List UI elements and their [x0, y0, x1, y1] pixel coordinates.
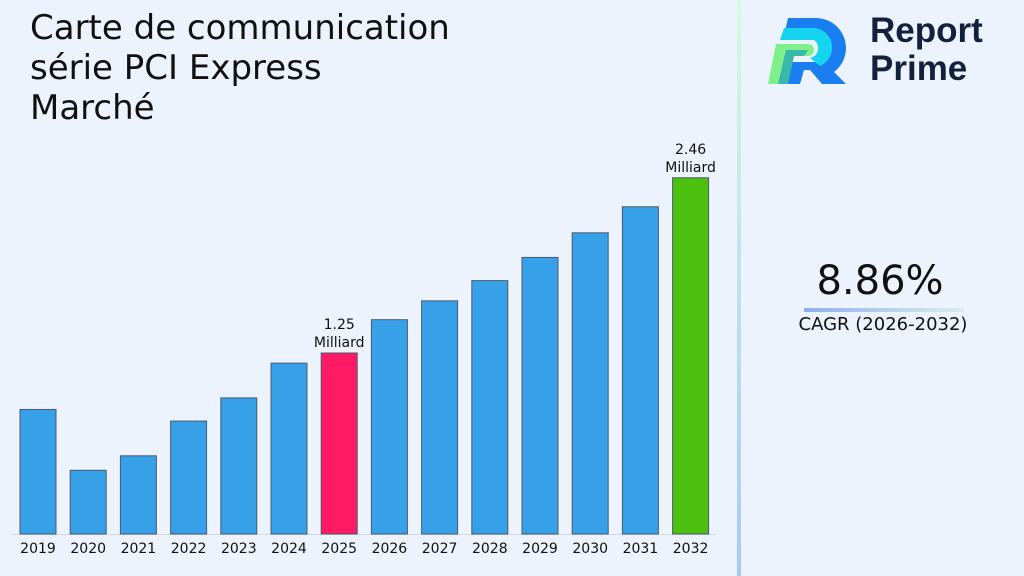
bar-2027	[421, 300, 459, 535]
report-prime-logo-icon	[768, 18, 846, 84]
bar-2023	[220, 397, 258, 535]
bar-2021	[119, 455, 157, 535]
data-label-unit: Milliard	[665, 160, 716, 176]
bar-chart: 2019 2020 2021 2022 2023 2024 2025 1.25 Milliard…	[12, 142, 716, 557]
bar-2032	[672, 177, 710, 535]
brand-name-line2: Prime	[870, 49, 968, 88]
bar-2020	[69, 469, 107, 535]
bar-2019	[19, 408, 57, 535]
x-tick-label: 2032	[673, 541, 709, 557]
bar-2028	[471, 280, 509, 535]
data-label-value: 2.46	[675, 142, 706, 158]
x-tick-label: 2029	[522, 541, 558, 557]
x-tick-label: 2026	[372, 541, 408, 557]
chart-title: Carte de communication série PCI Express…	[30, 8, 450, 128]
bar-2024	[270, 362, 308, 535]
x-tick-label: 2023	[221, 541, 257, 557]
bar-2031	[621, 206, 659, 535]
x-tick-label: 2020	[70, 541, 106, 557]
x-tick-label: 2031	[623, 541, 659, 557]
cagr-value: 8.86%	[816, 258, 944, 304]
bar-2022	[170, 420, 208, 535]
brand-name-line1: Report	[870, 11, 983, 50]
cagr-underline	[804, 308, 964, 312]
x-tick-label: 2021	[121, 541, 157, 557]
x-tick-label: 2030	[572, 541, 608, 557]
x-tick-label: 2025	[321, 541, 357, 557]
x-tick-label: 2028	[472, 541, 508, 557]
bar-2030	[571, 232, 609, 535]
data-label-value: 1.25	[324, 317, 355, 333]
divider	[737, 0, 741, 576]
bar-2025	[320, 352, 358, 535]
x-tick-label: 2024	[271, 541, 307, 557]
x-tick-label: 2022	[171, 541, 207, 557]
x-tick-label: 2019	[20, 541, 56, 557]
bar-2029	[521, 256, 559, 535]
x-tick-label: 2027	[422, 541, 458, 557]
cagr-label: CAGR (2026-2032)	[798, 314, 968, 335]
data-label-unit: Milliard	[314, 335, 365, 351]
bar-2026	[370, 319, 408, 535]
brand-name: Report Prime	[870, 12, 983, 88]
